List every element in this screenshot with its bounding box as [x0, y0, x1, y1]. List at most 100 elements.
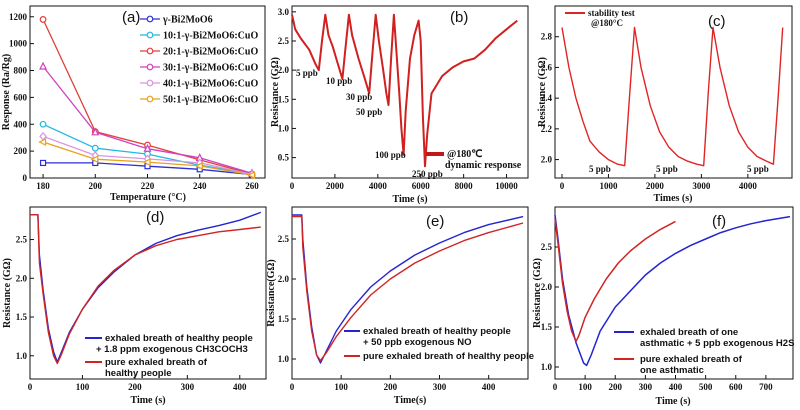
f-y-tick-label: 1.0	[541, 362, 553, 372]
f-x-tick-label: 600	[729, 382, 743, 392]
d-x-tick-label: 400	[233, 382, 247, 392]
d-y-tick-label: 1.0	[16, 351, 28, 361]
d-legend-text-2b: healthy people	[105, 368, 172, 379]
e-legend-text-2: pure exhaled breath of healthy people	[363, 351, 534, 362]
a-data-point	[194, 161, 203, 170]
c-y-tick-label: 2.8	[541, 32, 553, 42]
a-y-axis-label: Response (Ra/Rg)	[1, 54, 12, 130]
a-data-point	[142, 158, 151, 167]
panel-c-label: (c)	[708, 13, 726, 30]
b-y-tick-label: 2.5	[278, 36, 290, 46]
d-x-tick-label: 100	[76, 382, 90, 392]
a-y-tick-label: 200	[14, 146, 28, 156]
c-x-tick-label: 1000	[599, 181, 618, 191]
panel-d-label: (d)	[146, 209, 164, 226]
b-annotation: 250 ppb	[412, 169, 443, 179]
c-annotation: 5 ppb	[656, 164, 678, 174]
f-x-tick-label: 200	[609, 382, 623, 392]
e-legend-text-1a: exhaled breath of healthy people	[363, 326, 511, 337]
a-y-tick-label: 1000	[9, 39, 28, 49]
panel-b-label: (b)	[450, 9, 468, 26]
b-y-axis-label: Resistance (GΩ)	[270, 57, 281, 127]
c-y-tick-label: 2.0	[541, 155, 553, 165]
f-y-axis-label: Resistance (GΩ)	[532, 258, 543, 328]
a-data-point	[91, 127, 100, 136]
f-y-tick-label: 1.5	[541, 322, 553, 332]
a-data-point	[90, 155, 99, 164]
d-y-tick-label: 1.5	[16, 312, 28, 322]
a-legend-label: 50:1-γ-Bi2MoO6:CuO	[163, 95, 258, 106]
d-legend-text-1a: exhaled breath of healthy people	[105, 333, 253, 344]
e-x-axis-label: Time(s)	[394, 395, 427, 406]
e-y-tick-label: 1.5	[278, 314, 290, 324]
a-data-point	[39, 120, 47, 128]
f-x-tick-label: 300	[639, 382, 653, 392]
e-x-tick-label: 400	[482, 382, 496, 392]
b-x-tick-label: 2000	[326, 181, 345, 191]
c-annotation: 5 ppb	[589, 164, 611, 174]
b-y-tick-label: 1.5	[278, 94, 290, 104]
a-x-tick-label: 240	[193, 181, 207, 191]
panel-e-label: (e)	[426, 213, 444, 230]
a-legend-label: 10:1-γ-Bi2MoO6:CuO	[163, 31, 258, 42]
a-legend-marker	[146, 15, 154, 23]
b-y-tick-label: 2.0	[278, 65, 290, 75]
e-y-axis-label: Resistance(GΩ)	[266, 259, 277, 326]
f-legend-text-1a: exhaled breath of one	[640, 327, 738, 338]
panel-e-frame	[291, 206, 529, 380]
a-legend-label: 30:1-γ-Bi2MoO6:CuO	[163, 63, 258, 74]
b-x-tick-label: 8000	[455, 181, 474, 191]
b-y-tick-label: 3.0	[278, 7, 290, 17]
e-series-line	[292, 215, 524, 362]
b-annotation: 30 ppb	[346, 92, 372, 102]
f-legend-text-1b: asthmatic + 5 ppb exogenous H2S	[640, 338, 794, 349]
b-legend-line1: @180℃	[447, 149, 483, 160]
f-x-tick-label: 500	[699, 382, 713, 392]
c-annotation: 5 ppb	[747, 164, 769, 174]
e-y-tick-label: 2.0	[278, 274, 290, 284]
b-x-tick-label: 6000	[412, 181, 431, 191]
b-x-tick-label: 0	[290, 181, 295, 191]
panel-c-frame	[554, 5, 793, 179]
a-legend-label: γ-Bi2MoO6	[162, 15, 213, 26]
b-y-tick-label: 0.5	[278, 153, 290, 163]
b-x-axis-label: Time (s)	[392, 194, 427, 205]
a-y-tick-label: 1200	[9, 12, 28, 22]
c-x-axis-label: Times (s)	[654, 193, 693, 204]
b-legend-line2: dynamic response	[445, 160, 522, 171]
d-x-tick-label: 200	[128, 382, 142, 392]
panel-a-label: (a)	[122, 9, 140, 26]
a-y-tick-label: 800	[14, 66, 28, 76]
d-y-tick-label: 2.0	[16, 273, 28, 283]
d-series-line	[30, 213, 261, 365]
d-x-tick-label: 0	[28, 382, 33, 392]
f-x-tick-label: 0	[553, 382, 558, 392]
a-data-point	[38, 138, 47, 146]
a-legend-marker	[146, 79, 154, 87]
d-legend-text-1b: + 1.8 ppm exogenous CH3COCH3	[96, 344, 248, 355]
a-x-axis-label: Temperature (°C)	[110, 192, 186, 203]
a-data-point	[39, 16, 47, 23]
c-legend-line2: @180°C	[591, 18, 623, 28]
c-x-tick-label: 4000	[739, 181, 758, 191]
c-series-line	[561, 26, 784, 167]
e-y-tick-label: 1.0	[278, 354, 290, 364]
b-x-tick-label: 10000	[495, 181, 518, 191]
a-data-point	[39, 159, 47, 167]
a-data-point	[91, 144, 99, 152]
f-x-tick-label: 400	[669, 382, 683, 392]
a-legend-marker	[146, 31, 154, 39]
c-legend-line1: stability test	[588, 8, 635, 18]
f-x-tick-label: 100	[578, 382, 592, 392]
a-x-tick-label: 220	[141, 181, 155, 191]
c-x-tick-label: 3000	[692, 181, 711, 191]
a-data-point	[143, 143, 152, 152]
b-annotation: 10 ppb	[326, 76, 352, 86]
b-annotation: 50 ppb	[356, 107, 382, 117]
f-y-tick-label: 2.0	[541, 282, 553, 292]
a-y-tick-label: 400	[14, 119, 28, 129]
b-annotation: 5 ppb	[296, 68, 318, 78]
c-y-tick-label: 2.6	[541, 62, 553, 72]
